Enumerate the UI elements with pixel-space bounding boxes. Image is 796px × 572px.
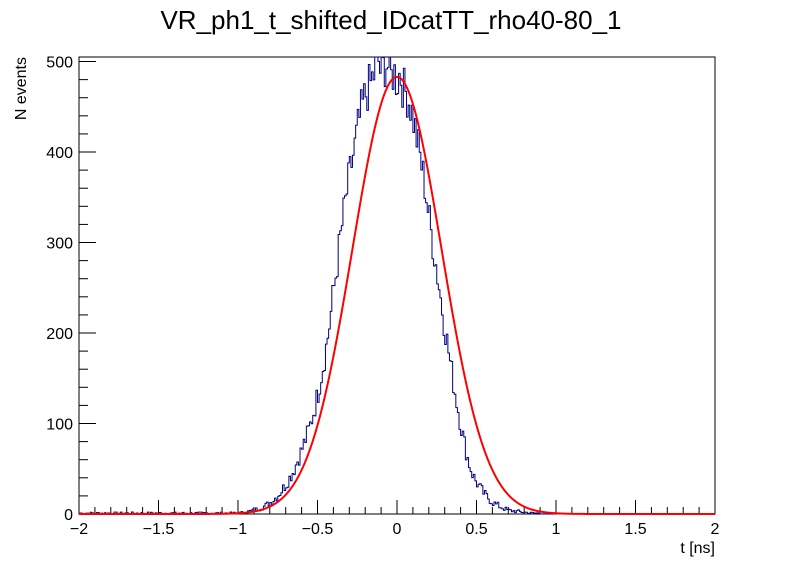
x-tick-label: −2 (70, 521, 88, 538)
y-tick-label: 300 (46, 236, 73, 253)
fit-curve (79, 75, 715, 515)
x-tick-label: 2 (711, 521, 720, 538)
plot-area: −2 −1.5 −1 −0.5 0 0.5 1 1.5 2 0 100 200 300 400 500 (46, 55, 719, 538)
x-tick-label: −0.5 (302, 521, 334, 538)
x-axis-label: t [ns] (680, 540, 715, 557)
y-tick-label: 400 (46, 145, 73, 162)
y-tick-label: 500 (46, 55, 73, 72)
y-tick-label: 100 (46, 417, 73, 434)
x-tick-label: 0 (393, 521, 402, 538)
x-tick-label: 1 (552, 521, 561, 538)
x-tick-label: 0.5 (465, 521, 487, 538)
y-tick-label: 200 (46, 326, 73, 343)
y-axis-label: N events (13, 57, 30, 120)
x-tick-label: −1 (229, 521, 247, 538)
x-tick-label: −1.5 (143, 521, 175, 538)
y-tick-label: 0 (64, 507, 73, 524)
chart-title: VR_ph1_t_shifted_IDcatTT_rho40-80_1 (160, 5, 621, 35)
x-tick-label: 1.5 (624, 521, 646, 538)
